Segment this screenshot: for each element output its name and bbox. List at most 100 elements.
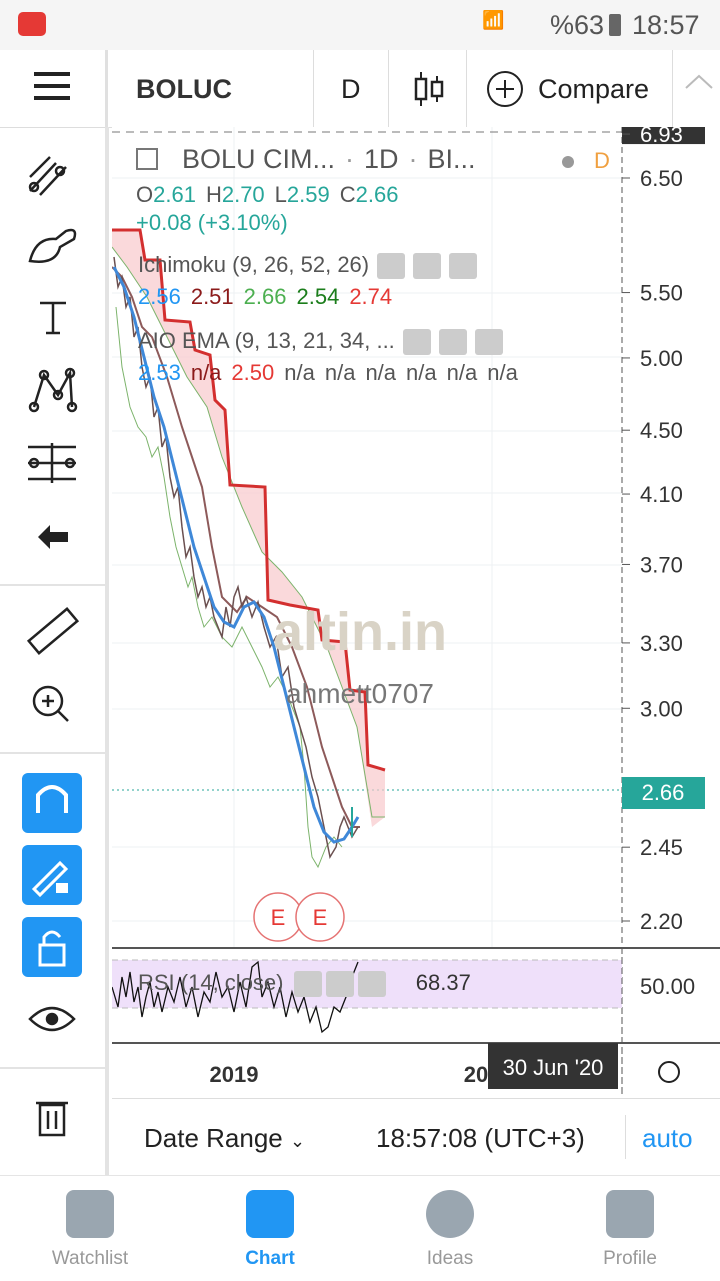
- lagging-span: [115, 306, 343, 869]
- indicator-remove[interactable]: [449, 253, 478, 280]
- indicator-eye[interactable]: [377, 253, 406, 280]
- indicator-value: n/a: [284, 360, 315, 385]
- zoom-tool[interactable]: [32, 685, 69, 722]
- earnings-label: E: [313, 905, 328, 930]
- indicator-ema: AIO EMA (9, 13, 21, 34, ... 2.53 n/a 2.50 n/…: [138, 328, 528, 386]
- visibility-tool[interactable]: [28, 1006, 76, 1032]
- rsi-axis-label: 50.00: [640, 974, 695, 999]
- last-price-badge: [622, 777, 705, 809]
- brush-tool[interactable]: [28, 228, 77, 263]
- indicator-remove[interactable]: [474, 329, 503, 356]
- collapse-button[interactable]: [684, 72, 714, 92]
- flag: D: [594, 148, 610, 173]
- price-tick-label: 6.50: [640, 166, 683, 191]
- indicator-name: Ichimoku (9, 26, 52, 26): [138, 252, 370, 277]
- interval-button[interactable]: D: [341, 74, 361, 104]
- nav-icon[interactable]: [246, 1190, 294, 1238]
- date-range-button[interactable]: Date Range ⌄: [144, 1123, 306, 1153]
- forecast-tool[interactable]: [28, 443, 76, 483]
- indicator-eye[interactable]: [402, 329, 431, 356]
- indicator-header: Ichimoku (9, 26, 52, 26): [138, 252, 478, 282]
- text-tool[interactable]: [40, 301, 66, 335]
- indicator-settings[interactable]: [438, 329, 467, 356]
- earnings-marker[interactable]: E: [253, 892, 303, 942]
- rsi-name: RSI (14, close): [138, 970, 284, 995]
- price-tick-label: 5.50: [640, 281, 683, 306]
- ohlc-value: 2.70: [221, 182, 265, 207]
- signal-icon: 📶: [482, 10, 505, 30]
- ohlc-key: O: [136, 182, 154, 207]
- indicator-values: 2.56 2.51 2.66 2.54 2.74: [138, 284, 477, 310]
- nav-label[interactable]: Chart: [245, 1248, 295, 1269]
- ohlc-key: H: [205, 182, 222, 207]
- indicator-value: 2.51: [190, 284, 234, 309]
- pattern-tool[interactable]: [28, 367, 78, 413]
- chart-area: 6.93 6.50 5.50 5.00 4.50 4.10 3.70 3.30 3.00 2.45…: [112, 127, 720, 1098]
- price-tick-label: 5.00: [640, 346, 683, 371]
- indicator-ichimoku: Ichimoku (9, 26, 52, 26) 2.56 2.51 2.66 2.54…: [138, 252, 478, 310]
- compare-icon[interactable]: [486, 70, 524, 108]
- indicator-value: n/a: [446, 360, 478, 385]
- clock: 18:57: [632, 10, 700, 40]
- watermark-user: ahmett0707: [286, 678, 434, 709]
- ohlc-value: 2.59: [286, 182, 330, 207]
- indicator-values: 2.53 n/a 2.50 n/a n/a n/a n/a n/a n/a: [138, 360, 528, 386]
- rsi-line: [112, 960, 359, 1034]
- indicator-value: 2.66: [243, 284, 287, 309]
- draw-lock-button[interactable]: [22, 845, 82, 905]
- compare-button[interactable]: Compare: [538, 74, 650, 104]
- slow-line: [112, 266, 360, 828]
- delete-tool[interactable]: [36, 1101, 68, 1137]
- price-tick-label: 6.93: [640, 127, 683, 147]
- indicator-header: AIO EMA (9, 13, 21, 34, ...: [138, 328, 528, 358]
- nav-label[interactable]: Profile: [603, 1248, 657, 1269]
- ohlc-value: 2.61: [153, 182, 196, 207]
- battery-text: %63: [550, 10, 605, 40]
- grid: [112, 127, 622, 948]
- nav-icon[interactable]: [426, 1190, 474, 1238]
- earnings-marker[interactable]: E: [295, 892, 345, 942]
- indicator-settings[interactable]: [413, 253, 442, 280]
- rsi-legend: RSI (14, close) 68.37: [138, 970, 471, 998]
- exchange: BI...: [427, 144, 476, 174]
- ohlc-key: L: [274, 182, 287, 207]
- chart-style-button[interactable]: [412, 70, 446, 108]
- ruler-tool[interactable]: [26, 607, 80, 655]
- back-tool[interactable]: [38, 525, 68, 549]
- rsi-eye[interactable]: [293, 971, 322, 998]
- ohlc-value: 2.66: [355, 182, 399, 207]
- price-tick-label: 3.70: [640, 552, 683, 577]
- nav-label[interactable]: Ideas: [426, 1248, 474, 1269]
- symbol-button[interactable]: BOLUC: [136, 74, 232, 104]
- ohlc-row: O2.61 H2.70 L2.59 C2.66: [136, 182, 398, 208]
- kijun-line: [112, 228, 386, 772]
- indicator-name: AIO EMA (9, 13, 21, 34, ...: [138, 328, 395, 353]
- settings-button[interactable]: [658, 1061, 680, 1083]
- collapse-legend[interactable]: [136, 148, 158, 170]
- price-tick-label: 3.00: [640, 696, 683, 721]
- indicator-value: n/a: [487, 360, 518, 385]
- menu-button[interactable]: [34, 72, 70, 100]
- indicator-value: n/a: [190, 360, 222, 385]
- magnet-button[interactable]: [22, 773, 82, 833]
- nav-label[interactable]: Watchlist: [51, 1248, 129, 1269]
- indicator-value: n/a: [324, 360, 356, 385]
- toolbar: BOLUC D Compare: [0, 50, 720, 128]
- last-price-label: 2.66: [642, 780, 685, 805]
- bottom-bar: Date Range ⌄ 18:57:08 (UTC+3) auto: [112, 1098, 720, 1176]
- app-icon: [18, 12, 46, 36]
- nav-icon[interactable]: [66, 1190, 114, 1238]
- rsi-remove[interactable]: [357, 971, 386, 998]
- auto-scale-button[interactable]: auto: [642, 1123, 693, 1153]
- time-label: 2019: [210, 1062, 259, 1087]
- nav-icon[interactable]: [606, 1190, 654, 1238]
- lock-button[interactable]: [22, 917, 82, 977]
- price-tick-label: 4.10: [640, 482, 683, 507]
- bottom-nav: Watchlist Chart Ideas Profile: [0, 1175, 720, 1281]
- cursor-date: 30 Jun '20: [503, 1055, 604, 1080]
- trend-line-tool[interactable]: [28, 156, 67, 196]
- indicator-value: n/a: [365, 360, 397, 385]
- rsi-settings[interactable]: [325, 971, 354, 998]
